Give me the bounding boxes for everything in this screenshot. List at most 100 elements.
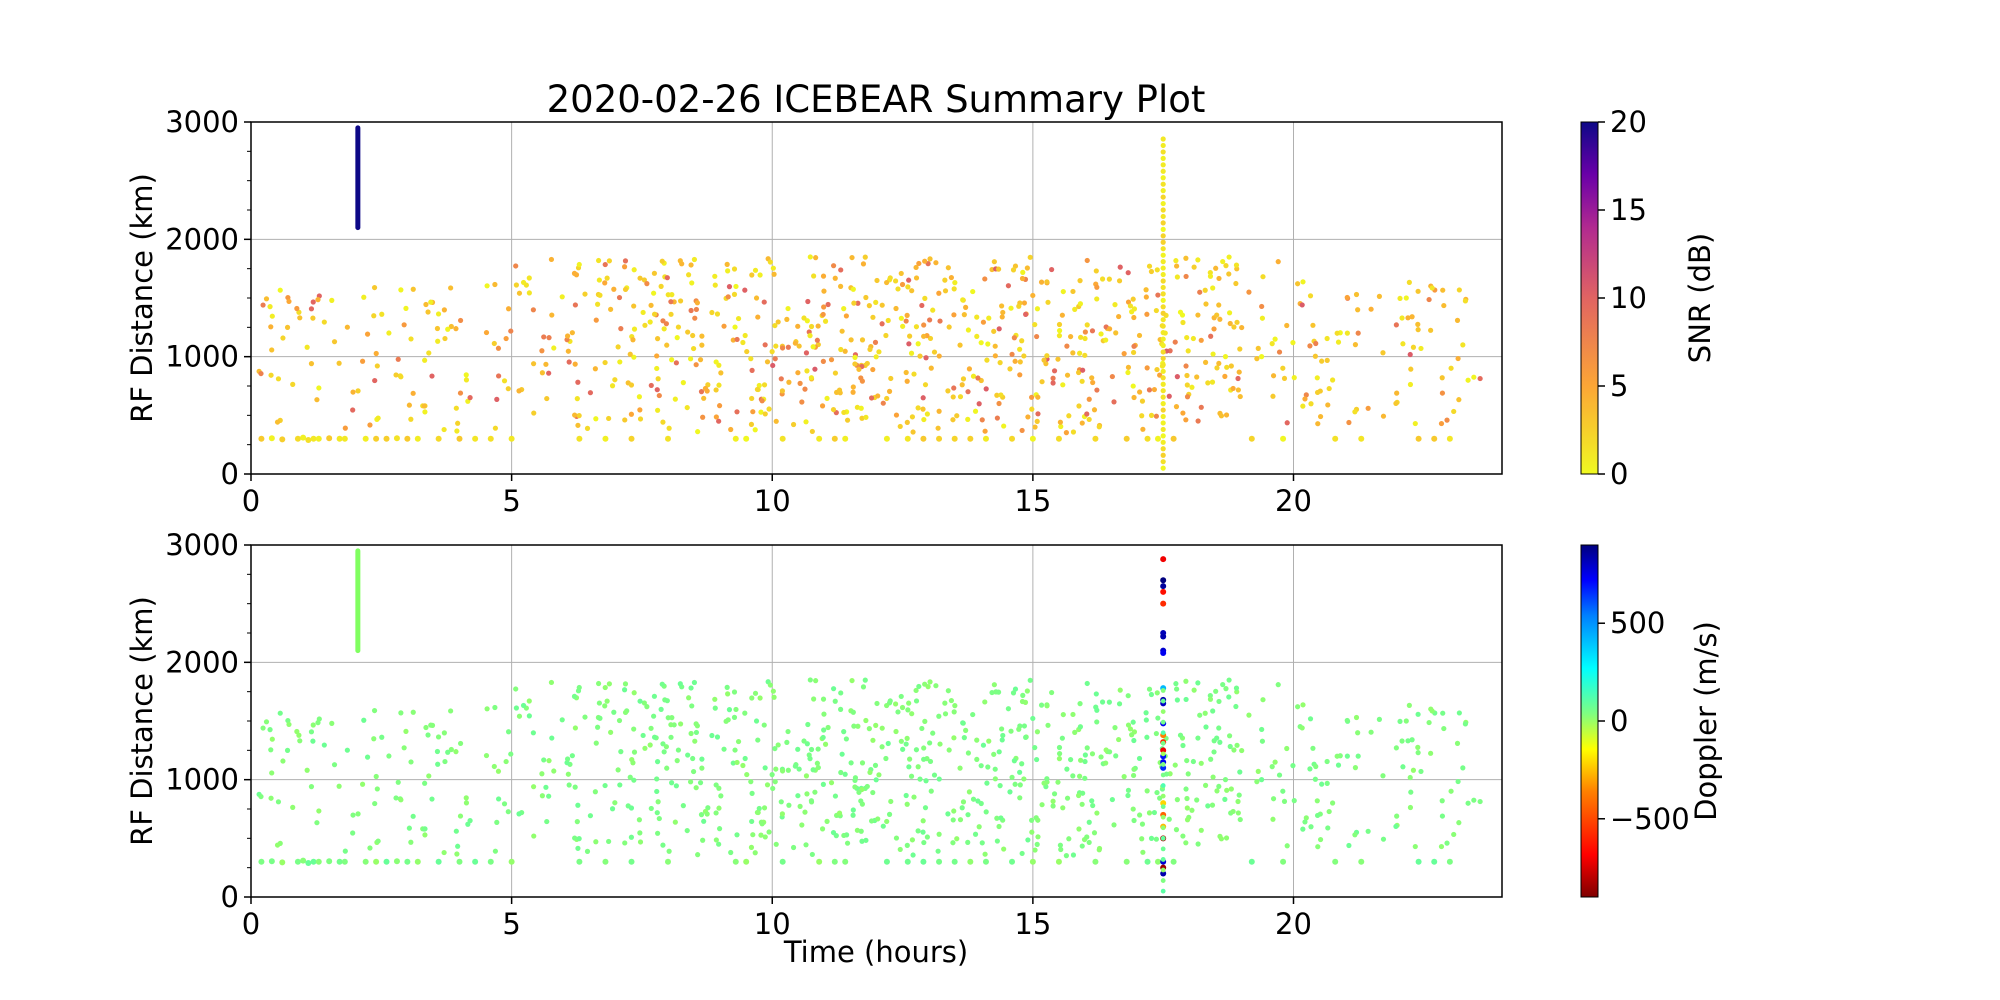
snr-scatter-point xyxy=(796,343,802,349)
snr-scatter-point xyxy=(1020,269,1026,275)
doppler-scatter-point xyxy=(1072,729,1078,735)
snr-scatter-point xyxy=(701,395,707,401)
doppler-scatter-point xyxy=(425,732,431,738)
doppler-scatter-point xyxy=(920,818,926,824)
doppler-scatter-point xyxy=(1220,681,1226,688)
snr-scatter-point xyxy=(704,388,710,394)
doppler-scatter-point xyxy=(910,852,916,858)
snr-scatter-point xyxy=(1094,296,1100,302)
doppler-scatter-point xyxy=(752,850,758,856)
snr-scatter-point xyxy=(898,315,904,321)
snr-scatter-point xyxy=(263,296,270,302)
snr-scatter-point xyxy=(1214,365,1220,371)
doppler-scatter-point xyxy=(1380,836,1387,842)
doppler-scatter-point xyxy=(1148,691,1155,698)
doppler-scatter-point xyxy=(640,732,646,739)
snr-scatter-point xyxy=(921,416,927,423)
snr-scatter-point xyxy=(546,335,552,341)
snr-scatter-point xyxy=(1084,411,1090,417)
snr-band-point xyxy=(487,435,494,442)
snr-scatter-point xyxy=(1174,374,1180,380)
snr-scatter-point xyxy=(503,335,509,342)
doppler-scatter-point xyxy=(756,805,762,812)
doppler-scatter-point xyxy=(609,806,616,812)
doppler-scatter-point xyxy=(608,729,614,735)
snr-scatter-point xyxy=(359,358,366,364)
snr-scatter-point xyxy=(1195,257,1201,263)
snr-scatter-point xyxy=(1237,393,1243,400)
snr-scatter-point xyxy=(1072,306,1078,312)
snr-scatter-point xyxy=(873,299,879,305)
doppler-scatter-point xyxy=(994,838,1000,844)
snr-scatter-point xyxy=(749,272,755,278)
doppler-band-point xyxy=(1415,858,1422,865)
doppler-scatter-point xyxy=(850,812,856,818)
snr-scatter-point xyxy=(999,303,1005,309)
doppler-band-point xyxy=(279,859,286,866)
doppler-scatter-point xyxy=(1019,698,1026,705)
doppler-scatter-point xyxy=(1314,812,1321,819)
snr-scatter-point xyxy=(838,346,844,353)
snr-scatter-point xyxy=(897,423,903,430)
doppler-scatter-point xyxy=(408,839,414,845)
snr-scatter-point xyxy=(1034,418,1040,424)
doppler-scatter-point xyxy=(1011,758,1017,764)
doppler-scatter-point xyxy=(1064,795,1071,801)
snr-scatter-point xyxy=(1223,412,1230,418)
doppler-scatter-point xyxy=(526,698,532,704)
doppler-scatter-point xyxy=(1051,791,1058,797)
doppler-scatter-point xyxy=(602,684,608,691)
doppler-scatter-point xyxy=(734,759,740,766)
doppler-scatter-point xyxy=(879,725,885,731)
doppler-scatter-point xyxy=(576,836,582,842)
snr-column-point xyxy=(1160,200,1166,207)
doppler-xtick-label: 0 xyxy=(242,907,260,941)
doppler-scatter-point xyxy=(457,740,464,747)
snr-column-point xyxy=(1160,323,1166,329)
doppler-scatter-point xyxy=(1324,758,1330,765)
doppler-scatter-point xyxy=(1060,805,1066,811)
snr-scatter-point xyxy=(1183,273,1189,280)
doppler-scatter-point xyxy=(571,693,578,699)
snr-scatter-point xyxy=(286,298,292,305)
doppler-scatter-point xyxy=(1070,711,1076,718)
doppler-scatter-point xyxy=(850,709,856,715)
snr-scatter-point xyxy=(642,322,648,328)
snr-scatter-point xyxy=(1125,270,1131,276)
doppler-colorbar-tick-label: −500 xyxy=(1610,802,1690,836)
doppler-scatter-point xyxy=(1209,802,1216,808)
snr-scatter-point xyxy=(1408,366,1414,372)
snr-scatter-point xyxy=(631,354,637,360)
snr-scatter-point xyxy=(858,405,864,411)
snr-column-point xyxy=(1160,220,1166,226)
doppler-band-point xyxy=(1280,858,1287,865)
doppler-scatter-point xyxy=(1049,689,1055,696)
doppler-column-point xyxy=(1160,800,1167,807)
snr-scatter-point xyxy=(654,353,660,359)
doppler-band-point xyxy=(936,858,943,865)
doppler-scatter-point xyxy=(999,737,1005,743)
snr-scatter-point xyxy=(651,290,657,296)
snr-scatter-point xyxy=(1211,326,1217,332)
snr-column-point xyxy=(1160,239,1166,245)
doppler-scatter-point xyxy=(1216,783,1222,790)
snr-column-point xyxy=(1160,362,1166,368)
doppler-scatter-point xyxy=(852,784,858,790)
doppler-scatter-point xyxy=(1183,696,1189,703)
doppler-scatter-point xyxy=(770,785,776,792)
doppler-scatter-point xyxy=(1084,680,1090,687)
snr-scatter-point xyxy=(1439,390,1446,396)
doppler-scatter-point xyxy=(496,796,502,802)
doppler-scatter-point xyxy=(576,684,582,691)
snr-scatter-point xyxy=(808,375,815,381)
doppler-scatter-point xyxy=(830,829,837,836)
doppler-scatter-point xyxy=(1154,690,1160,696)
snr-scatter-point xyxy=(841,409,847,416)
snr-scatter-point xyxy=(408,336,414,342)
doppler-column-point xyxy=(1160,804,1166,810)
doppler-scatter-point xyxy=(844,840,851,846)
doppler-scatter-point xyxy=(651,693,658,699)
doppler-scatter-point xyxy=(819,826,826,832)
snr-column-point xyxy=(1160,394,1166,400)
